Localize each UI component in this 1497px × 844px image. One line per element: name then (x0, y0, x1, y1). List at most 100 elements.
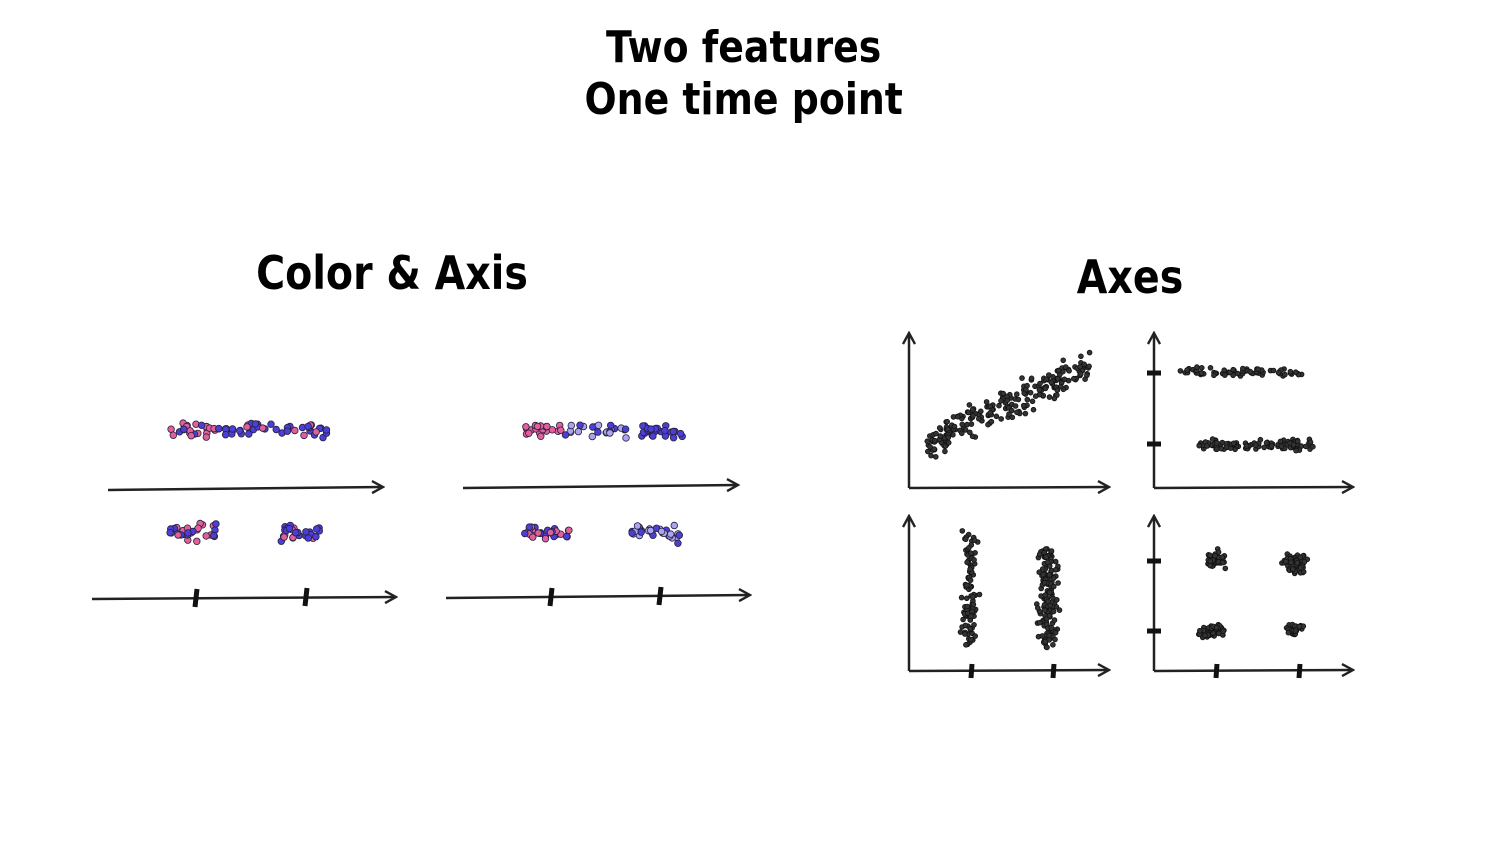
dot (971, 621, 977, 628)
page-title: Two features One time point (100, 22, 1387, 126)
dot (960, 616, 966, 623)
dot (1036, 569, 1042, 575)
dot (969, 433, 976, 440)
dot (180, 425, 188, 433)
dot (228, 425, 237, 433)
dot (967, 566, 973, 572)
dot (1285, 629, 1292, 636)
dot (202, 532, 210, 540)
dot (557, 426, 565, 434)
dot (1290, 441, 1297, 448)
dot (1012, 403, 1019, 409)
dot (1008, 407, 1015, 414)
dot (962, 427, 969, 433)
axis-tick (1296, 663, 1303, 679)
dot (304, 422, 312, 431)
scatter-points (957, 528, 1063, 651)
dot (285, 524, 294, 533)
dot (1184, 367, 1190, 373)
dot (1220, 628, 1226, 635)
dot (670, 521, 678, 530)
dot (1015, 396, 1022, 403)
dot (562, 532, 571, 541)
dot (1044, 559, 1051, 566)
dot (964, 559, 970, 566)
dot (1077, 363, 1083, 370)
dot (1043, 376, 1050, 383)
dot (304, 534, 312, 542)
dot (1036, 386, 1043, 393)
dot (267, 420, 275, 428)
dot (966, 402, 973, 408)
dot (1198, 370, 1205, 376)
dot (1194, 364, 1200, 370)
dot (936, 425, 943, 431)
dot (1086, 349, 1093, 356)
dot (1218, 445, 1224, 452)
dot (312, 428, 320, 436)
dot (1047, 602, 1053, 609)
dot (968, 636, 974, 643)
dot (1041, 579, 1048, 586)
dot (291, 426, 299, 435)
dot (1207, 552, 1213, 559)
dot (983, 399, 990, 405)
dot (1293, 447, 1299, 454)
dot (280, 533, 288, 541)
dot (197, 421, 206, 429)
dot (1055, 367, 1062, 374)
dot (924, 448, 931, 455)
dot (235, 427, 244, 435)
dot (1024, 382, 1030, 389)
dot-cluster-bottom (166, 519, 323, 545)
axis-tick (656, 586, 664, 606)
dot (576, 421, 584, 429)
dot (1287, 368, 1294, 375)
section-heading-axes: Axes (1076, 250, 1184, 304)
dot (1288, 559, 1294, 566)
dot (1062, 364, 1069, 370)
dot (1199, 364, 1205, 371)
dot (942, 448, 948, 455)
dot (958, 430, 965, 437)
dot (669, 427, 678, 436)
dot-cluster-top (167, 419, 331, 442)
dot (972, 633, 978, 639)
dot (1213, 624, 1220, 631)
dot (1247, 368, 1253, 375)
dot (1032, 393, 1039, 400)
dot (928, 452, 934, 459)
dot (1045, 598, 1051, 605)
axis-1d-bottom (445, 595, 749, 598)
dot (1202, 632, 1208, 639)
dot (1044, 644, 1050, 651)
dot (215, 424, 223, 433)
dot (302, 528, 310, 536)
dot (969, 594, 976, 600)
dot (1220, 559, 1226, 566)
dot (637, 528, 645, 536)
dot (1013, 391, 1020, 398)
dot (1035, 605, 1041, 611)
dot (1050, 575, 1057, 581)
dot (649, 432, 657, 440)
scatter-panel-continuous (909, 334, 1108, 488)
axis-1d-top (462, 485, 737, 488)
dot (1294, 560, 1300, 566)
dot (1071, 375, 1077, 382)
dot (628, 529, 636, 537)
dot (1210, 630, 1216, 636)
dot (187, 432, 195, 440)
dot (525, 523, 533, 531)
dot (1230, 366, 1236, 373)
dot (607, 421, 615, 430)
dot (1048, 625, 1055, 631)
dot (962, 622, 969, 629)
dot (1052, 636, 1058, 643)
dot (1050, 608, 1057, 615)
dot (667, 530, 675, 538)
dot (1207, 558, 1214, 564)
dot (661, 426, 669, 435)
dot (1046, 612, 1053, 619)
